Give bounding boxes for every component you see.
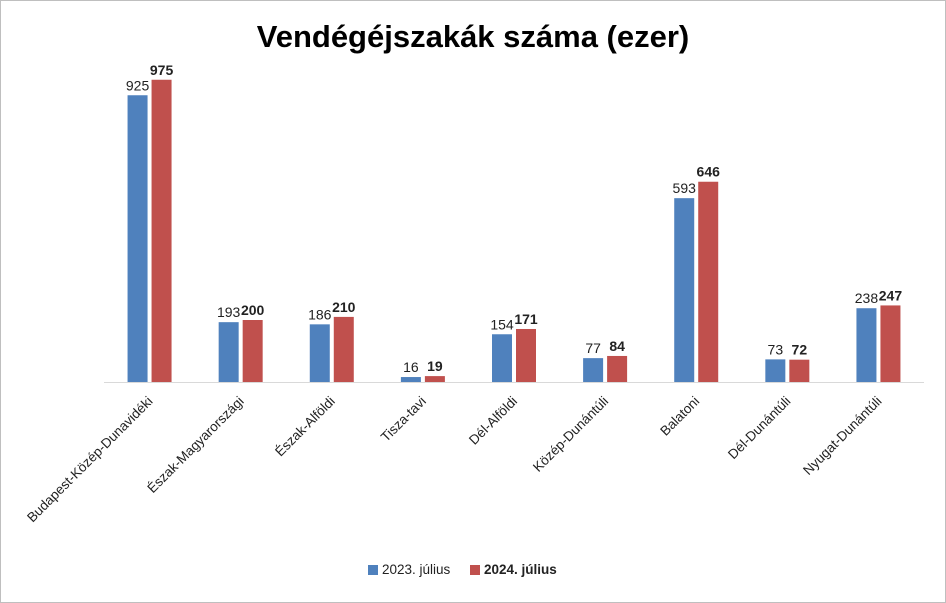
data-label-2023-6: 593	[673, 180, 697, 196]
data-label-2023-4: 154	[490, 316, 514, 332]
data-label-2023-8: 238	[855, 290, 879, 306]
chart-title: Vendégéjszakák száma (ezer)	[257, 19, 690, 54]
bar-2023-5	[583, 358, 604, 382]
category-label-6: Balatoni	[657, 394, 702, 439]
bar-2023-4	[492, 334, 512, 382]
bar-2024-1	[242, 320, 263, 382]
category-label-0: Budapest-Közép-Dunavidéki	[24, 394, 156, 526]
bar-2023-6	[674, 198, 695, 382]
bar-2023-8	[856, 308, 877, 382]
bar-2024-2	[333, 316, 354, 382]
data-label-2023-0: 925	[126, 77, 150, 93]
bar-2024-4	[516, 328, 536, 382]
data-label-2024-6: 646	[697, 164, 721, 180]
bar-2024-7	[789, 359, 810, 382]
bars-group	[127, 79, 901, 382]
data-label-2024-1: 200	[241, 302, 265, 318]
data-label-2024-3: 19	[427, 358, 443, 374]
bar-2023-2	[309, 324, 330, 382]
data-label-2024-5: 84	[609, 338, 625, 354]
bar-2024-5	[607, 355, 628, 382]
category-label-4: Dél-Alföldi	[466, 394, 520, 448]
legend-label-2023: 2023. július	[382, 562, 451, 577]
data-label-2023-1: 193	[217, 304, 241, 320]
data-label-2024-4: 171	[514, 311, 538, 327]
category-label-8: Nyugat-Dunántúli	[800, 394, 884, 478]
category-label-2: Észak-Alföldi	[272, 394, 338, 460]
data-label-2024-8: 247	[879, 287, 903, 303]
bar-2023-7	[765, 359, 786, 382]
bar-2024-0	[151, 79, 172, 382]
legend: 2023. július 2024. július	[368, 562, 557, 577]
category-label-3: Tisza-tavi	[378, 394, 429, 445]
legend-swatch-2023	[368, 565, 378, 575]
legend-swatch-2024	[470, 565, 480, 575]
legend-label-2024: 2024. július	[484, 562, 557, 577]
bar-2024-8	[880, 305, 901, 382]
data-label-2024-2: 210	[332, 299, 356, 315]
category-label-1: Észak-Magyarországi	[144, 394, 246, 496]
bar-2023-1	[218, 322, 239, 382]
data-label-2024-7: 72	[792, 342, 808, 358]
bar-2024-6	[698, 181, 719, 382]
data-label-2023-2: 186	[308, 306, 332, 322]
bar-2023-3	[400, 377, 421, 382]
bar-2023-0	[127, 95, 148, 382]
category-labels-group: Budapest-Közép-DunavidékiÉszak-Magyarors…	[24, 394, 884, 526]
data-label-2023-7: 73	[768, 341, 784, 357]
data-label-2023-3: 16	[403, 359, 419, 375]
data-label-2023-5: 77	[585, 340, 601, 356]
category-label-7: Dél-Dunántúli	[725, 394, 793, 462]
bar-2024-3	[424, 376, 445, 382]
category-label-5: Közép-Dunántúli	[530, 394, 611, 475]
data-label-2024-0: 975	[150, 62, 174, 78]
